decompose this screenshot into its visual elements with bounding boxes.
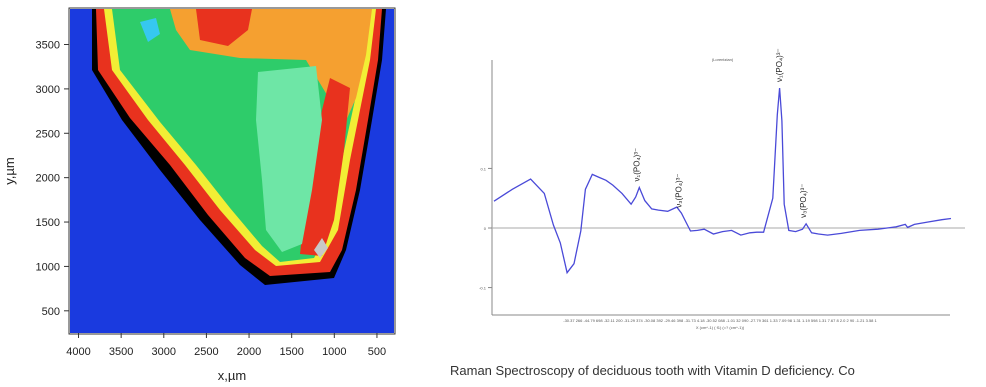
map-x-tick-label: 1000 [322,346,346,358]
spectrum-y-tick-label: 0 [484,226,487,231]
map-y-tick-label: 2000 [36,173,60,185]
spectrum-peak-label: (Lorentzian) [712,57,734,62]
raman-spectrum-panel: 0.1 0 -0.1 -30.37 266 -44.79 698 -32.11 20… [420,0,986,382]
spectrum-series-line [493,87,952,275]
spectrum-peak-label: ν₃(PO₄)³⁻ [674,173,683,207]
map-x-tick-label: 3500 [109,346,133,358]
map-y-tick-label: 3000 [36,84,60,96]
map-red-right-region [300,78,350,256]
map-x-tick-label: 500 [368,346,386,358]
map-y-tick-label: 500 [42,306,60,318]
map-x-tick-label: 2500 [194,346,218,358]
figure-caption: Raman Spectroscopy of deciduous tooth wi… [450,363,855,378]
map-y-tick-label: 3500 [36,40,60,52]
raman-spectrum-chart: 0.1 0 -0.1 -30.37 266 -44.79 698 -32.11 20… [479,48,965,330]
spectrum-peak-label: ν₁(PO₄)³⁻ [775,48,784,82]
map-cyan-region [140,18,160,42]
map-x-tick-label: 1500 [279,346,303,358]
spectrum-y-tick-label: 0.1 [480,166,486,171]
map-x-tick-label: 3000 [152,346,176,358]
map-y-tick-label: 2500 [36,128,60,140]
map-y-tick-label: 1500 [36,217,60,229]
map-x-tick-label: 4000 [66,346,90,358]
map-fill [70,9,394,333]
spectrum-x-axis-text: X (cm^-1) ( f1) (=? (cm^-1)) [696,325,745,330]
map-y-axis-title: y,µm [2,157,17,184]
spectrum-peak-label: ν₃(PO₄)³⁻ [799,184,808,218]
map-x-axis: 4000 3500 3000 2500 2000 1500 1000 500 [66,333,386,358]
spectrum-peak-label: ν₁(PO₄)³⁻ [632,148,641,182]
contour-map-chart: 4000 3500 3000 2500 2000 1500 1000 500 3500 3000… [2,7,445,383]
spectrum-annotations: ν₁(PO₄)³⁻ ν₃(PO₄)³⁻ ν₁(PO₄)³⁻ ν₃(PO₄)³⁻ (Lor… [632,48,808,218]
contour-map-panel: 4000 3500 3000 2500 2000 1500 1000 500 3500 3000… [0,0,445,383]
map-red-upper-region [196,9,252,46]
spectrum-y-tick-label: -0.1 [479,286,487,291]
map-x-axis-title: x,µm [218,368,246,382]
spectrum-x-tick-text: -30.37 266 -44.79 698 -32.11 200 -31.29 … [563,318,877,323]
map-light-patch-region [314,238,328,258]
map-y-axis: 3500 3000 2500 2000 1500 1000 500 [36,40,69,318]
spectrum-y-ticks: 0.1 0 -0.1 [479,166,492,291]
map-light-green-region [256,66,322,252]
map-y-tick-label: 1000 [36,261,60,273]
map-x-tick-label: 2000 [237,346,261,358]
